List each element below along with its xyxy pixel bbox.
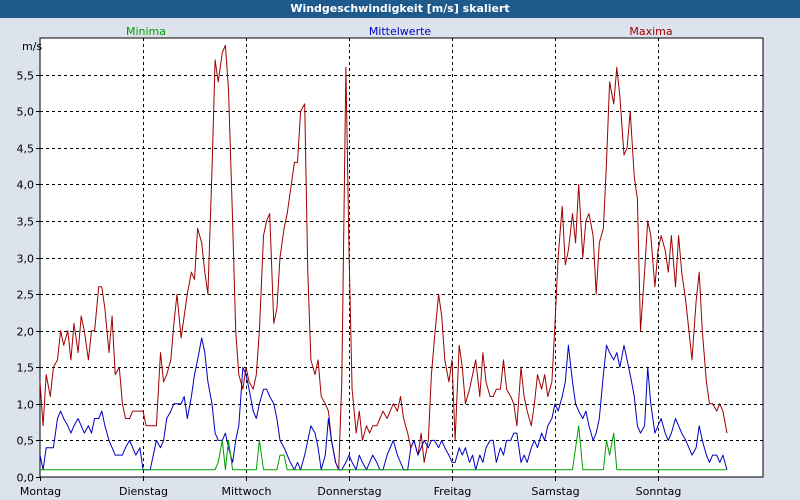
legend-mittelwerte: Mittelwerte xyxy=(369,25,432,38)
y-tick-label: 3,5 xyxy=(17,216,35,229)
day-label: Donnerstag xyxy=(317,485,381,498)
plot-area xyxy=(39,37,764,478)
wind-speed-chart: 0,0 0,5 1,0 1,5 2,0 2,5 3,0 3,5 4,0 4,5 5,0 5,5 Mon… xyxy=(0,18,800,500)
day-label: Dienstag xyxy=(119,485,168,498)
data-series xyxy=(39,44,728,471)
series-line-maxima xyxy=(39,44,728,471)
y-axis-unit-label: m/s xyxy=(22,40,42,53)
y-tick-label: 2,5 xyxy=(17,289,35,302)
legend-maxima: Maxima xyxy=(629,25,672,38)
y-tick-label: 4,5 xyxy=(17,143,35,156)
x-axis-labels: Montag07.08.17Dienstag08.08.17Mittwoch09… xyxy=(20,477,682,498)
series-line-minima xyxy=(40,425,727,471)
y-tick-label: 2,0 xyxy=(17,326,35,339)
day-label: Sonntag xyxy=(636,485,682,498)
day-label: Freitag xyxy=(434,485,472,498)
y-tick-label: 5,0 xyxy=(17,106,35,119)
window-title: Windgeschwindigkeit [m/s] skaliert xyxy=(0,0,800,18)
y-axis-ticks: 0,0 0,5 1,0 1,5 2,0 2,5 3,0 3,5 4,0 4,5 5,0 5,5 xyxy=(17,70,40,485)
day-label: Samstag xyxy=(531,485,579,498)
y-tick-label: 0,0 xyxy=(17,472,35,485)
y-tick-label: 5,5 xyxy=(17,70,35,83)
y-tick-label: 3,0 xyxy=(17,253,35,266)
y-tick-label: 1,0 xyxy=(17,399,35,412)
y-tick-label: 1,5 xyxy=(17,362,35,375)
y-tick-label: 4,0 xyxy=(17,179,35,192)
y-tick-label: 0,5 xyxy=(17,435,35,448)
day-label: Montag xyxy=(20,485,61,498)
day-label: Mittwoch xyxy=(222,485,272,498)
legend-minima: Minima xyxy=(126,25,166,38)
